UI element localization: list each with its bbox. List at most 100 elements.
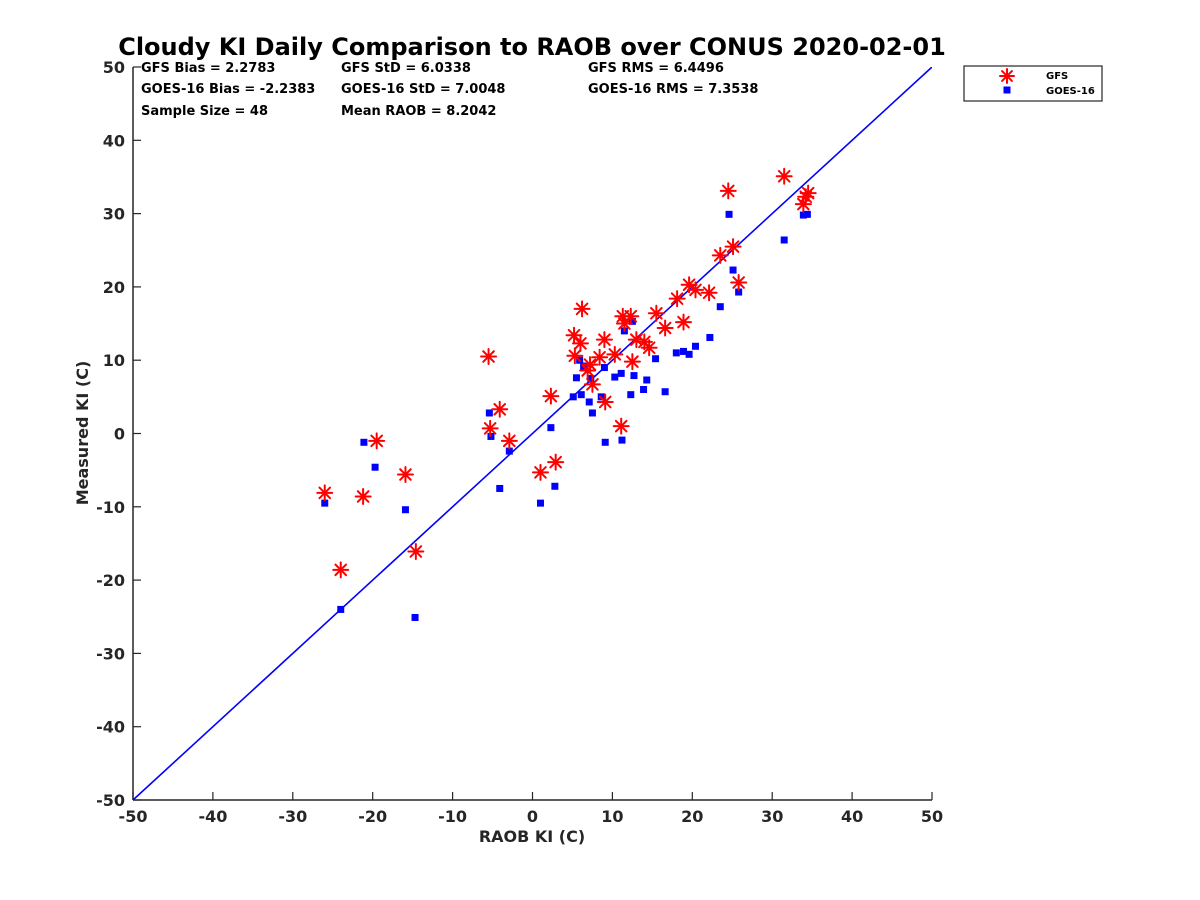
gfs-point (542, 387, 560, 405)
y-tick-label: -10 (96, 498, 125, 517)
y-tick-label: -30 (96, 644, 125, 663)
goes16-point (371, 463, 379, 471)
goes16-point (618, 436, 626, 444)
gfs-point (606, 345, 624, 363)
x-tick-label: 20 (681, 807, 703, 826)
gfs-point (531, 463, 549, 481)
y-tick-label: 30 (103, 205, 125, 224)
goes16-point (496, 484, 504, 492)
x-axis-ticks: -50 -40 -30 -20 -10 0 10 20 30 40 50 (119, 792, 943, 826)
stat-mean-raob: Mean RAOB = 8.2042 (341, 104, 496, 119)
gfs-point (622, 307, 640, 325)
y-tick-label: 20 (103, 278, 125, 297)
legend-gfs-label: GFS (1046, 71, 1068, 82)
gfs-point (640, 339, 658, 357)
x-tick-label: 50 (921, 807, 943, 826)
goes16-point (680, 347, 688, 355)
goes16-point (360, 438, 368, 446)
y-tick-label: 40 (103, 131, 125, 150)
goes16-point (735, 288, 743, 296)
x-tick-label: 0 (527, 807, 538, 826)
stat-goes-rms: GOES-16 RMS = 7.3538 (588, 82, 758, 97)
goes16-point (536, 499, 544, 507)
gfs-point (668, 290, 686, 308)
gfs-point (571, 334, 589, 352)
gfs-point (595, 331, 613, 349)
gfs-point (480, 348, 498, 366)
goes16-point (691, 342, 699, 350)
x-tick-label: -10 (438, 807, 467, 826)
x-tick-label: -20 (358, 807, 387, 826)
gfs-point (711, 246, 729, 264)
gfs-point (730, 274, 748, 292)
x-tick-label: -40 (198, 807, 227, 826)
goes16-point (643, 376, 651, 384)
gfs-point (623, 353, 641, 371)
y-tick-label: 50 (103, 58, 125, 77)
series-goes16-points (321, 210, 811, 621)
gfs-point (368, 432, 386, 450)
one-to-one-line (133, 67, 932, 800)
chart-title: Cloudy KI Daily Comparison to RAOB over … (118, 33, 946, 61)
gfs-point (647, 304, 665, 322)
goes16-point (572, 374, 580, 382)
legend-gfs-marker (999, 68, 1015, 84)
legend-goes16-marker (1003, 86, 1011, 94)
legend-gfs-asterisk (999, 68, 1015, 84)
x-tick-label: 40 (841, 807, 863, 826)
goes16-point (337, 605, 345, 613)
stat-sample-size: Sample Size = 48 (141, 104, 268, 119)
goes16-point (547, 424, 555, 432)
gfs-point (700, 284, 718, 302)
goes16-point (551, 482, 559, 490)
x-tick-label: 10 (601, 807, 623, 826)
y-tick-label: 0 (114, 425, 125, 444)
gfs-point (794, 195, 812, 213)
gfs-point (799, 184, 817, 202)
gfs-point (500, 432, 518, 450)
goes16-point (411, 613, 419, 621)
gfs-point (566, 347, 584, 365)
goes16-point (716, 303, 724, 311)
series-gfs-points (316, 167, 817, 579)
goes16-point (780, 236, 788, 244)
goes16-point (803, 210, 811, 218)
y-tick-label: 10 (103, 351, 125, 370)
gfs-point (491, 400, 509, 418)
gfs-point (396, 466, 414, 484)
x-tick-label: -50 (119, 807, 148, 826)
legend-box (963, 65, 1103, 102)
gfs-point (719, 182, 737, 200)
goes16-point (587, 375, 595, 383)
legend: GFS GOES-16 (963, 65, 1103, 102)
x-axis-label: RAOB KI (C) (479, 827, 585, 846)
gfs-point (724, 238, 742, 256)
goes16-point (617, 369, 625, 377)
goes16-point (628, 317, 636, 325)
gfs-point (573, 300, 591, 318)
goes16-point (630, 372, 638, 380)
stat-goes-bias: GOES-16 Bias = -2.2383 (141, 82, 315, 97)
stat-gfs-std: GFS StD = 6.0338 (341, 61, 471, 76)
legend-goes16-square (1003, 86, 1011, 94)
gfs-point (581, 356, 599, 374)
goes16-point (627, 391, 635, 399)
goes16-point (401, 506, 409, 514)
gfs-point (675, 313, 693, 331)
gfs-point (354, 488, 372, 506)
gfs-point (316, 484, 334, 502)
gfs-point (407, 543, 425, 561)
goes16-point (685, 350, 693, 358)
goes16-point (652, 355, 660, 363)
goes16-point (485, 409, 493, 417)
legend-goes16-label: GOES-16 (1046, 86, 1095, 97)
goes16-point (505, 447, 513, 455)
goes16-point (585, 398, 593, 406)
x-tick-label: 30 (761, 807, 783, 826)
y-tick-label: -20 (96, 571, 125, 590)
goes16-point (569, 393, 577, 401)
goes16-point (577, 391, 585, 399)
gfs-point (547, 453, 565, 471)
y-tick-label: -50 (96, 791, 125, 810)
